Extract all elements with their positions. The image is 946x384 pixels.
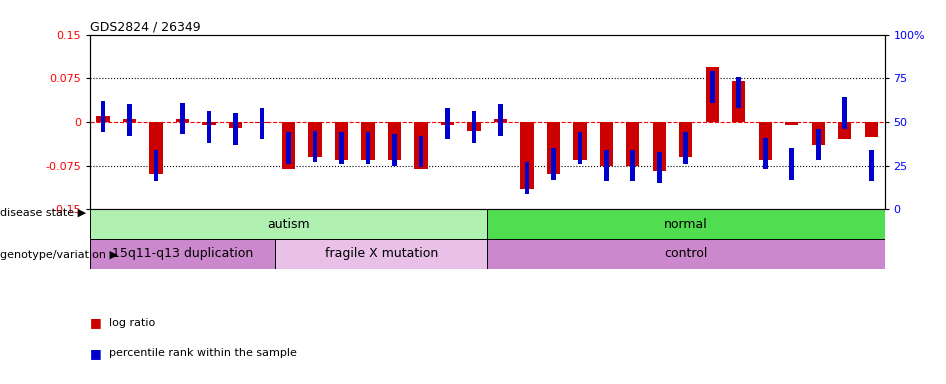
Bar <box>759 122 772 160</box>
Bar <box>180 103 185 134</box>
Bar <box>626 122 639 166</box>
Bar <box>812 122 825 145</box>
Bar <box>494 119 507 122</box>
Bar <box>202 122 216 125</box>
Bar <box>551 148 556 180</box>
Bar <box>392 134 397 166</box>
Bar <box>736 76 742 108</box>
Text: ■: ■ <box>90 316 101 329</box>
Text: fragile X mutation: fragile X mutation <box>324 247 438 260</box>
Bar <box>365 132 371 164</box>
Text: disease state ▶: disease state ▶ <box>0 208 86 218</box>
Bar <box>785 122 798 125</box>
Bar <box>467 122 481 131</box>
Bar <box>815 129 821 161</box>
Bar <box>732 81 745 122</box>
Text: percentile rank within the sample: percentile rank within the sample <box>109 348 297 358</box>
Bar <box>96 116 110 122</box>
Bar <box>710 71 715 103</box>
Bar <box>90 209 487 239</box>
Bar <box>679 122 692 157</box>
Bar <box>233 113 238 145</box>
Text: normal: normal <box>664 218 708 231</box>
Bar <box>706 66 719 122</box>
Bar <box>361 122 375 160</box>
Bar <box>286 132 291 164</box>
Bar <box>524 162 530 194</box>
Bar <box>471 111 477 143</box>
Bar <box>498 104 503 136</box>
Bar <box>577 132 583 164</box>
Bar <box>308 122 322 157</box>
Text: log ratio: log ratio <box>109 318 155 328</box>
Text: ■: ■ <box>90 347 101 360</box>
Bar <box>445 108 450 139</box>
Bar <box>282 122 295 169</box>
Bar <box>630 150 636 181</box>
Bar <box>573 122 587 160</box>
Bar <box>100 101 106 132</box>
Bar <box>123 119 136 122</box>
Bar <box>547 122 560 174</box>
Bar <box>865 122 878 137</box>
Bar <box>229 122 242 128</box>
Bar <box>176 119 189 122</box>
Bar <box>604 150 609 181</box>
Text: GDS2824 / 26349: GDS2824 / 26349 <box>90 20 201 33</box>
Bar <box>520 122 534 189</box>
Bar <box>153 150 159 181</box>
Bar <box>206 111 212 143</box>
Text: control: control <box>664 247 708 260</box>
Bar <box>275 239 487 269</box>
Bar <box>259 108 265 139</box>
Bar <box>127 104 132 136</box>
Bar <box>90 239 275 269</box>
Bar <box>842 98 848 129</box>
Bar <box>838 122 851 139</box>
Bar <box>339 132 344 164</box>
Bar <box>762 138 768 169</box>
Bar <box>868 150 874 181</box>
Bar <box>414 122 428 169</box>
Bar <box>388 122 401 160</box>
Bar <box>653 122 666 172</box>
Bar <box>657 152 662 183</box>
Bar <box>312 131 318 162</box>
Bar <box>487 239 885 269</box>
Text: genotype/variation ▶: genotype/variation ▶ <box>0 250 118 260</box>
Bar <box>487 209 885 239</box>
Bar <box>683 132 689 164</box>
Text: 15q11-q13 duplication: 15q11-q13 duplication <box>112 247 254 260</box>
Bar <box>335 122 348 160</box>
Bar <box>149 122 163 174</box>
Bar <box>418 136 424 167</box>
Bar <box>441 122 454 125</box>
Text: autism: autism <box>267 218 310 231</box>
Bar <box>255 122 269 123</box>
Bar <box>789 148 795 180</box>
Bar <box>600 122 613 166</box>
